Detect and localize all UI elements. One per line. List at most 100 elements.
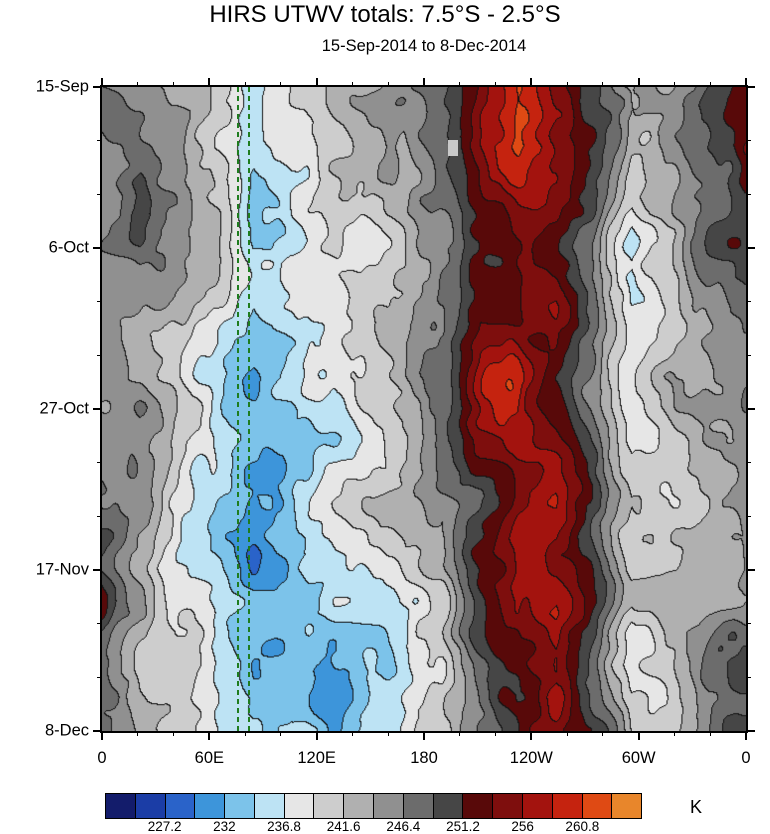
colorbar-swatch <box>314 794 345 818</box>
colorbar-swatch <box>135 794 166 818</box>
y-axis-tick <box>97 140 102 142</box>
x-axis-tick <box>315 731 318 740</box>
colorbar-swatch <box>463 794 494 818</box>
chart-subtitle: 15-Sep-2014 to 8-Dec-2014 <box>321 37 527 55</box>
x-tick-label: 60E <box>194 749 225 767</box>
y-axis-tick <box>93 730 102 732</box>
x-axis-tick <box>602 731 604 736</box>
colorbar-swatch <box>374 794 404 818</box>
x-axis-tick <box>173 731 175 736</box>
colorbar-swatch <box>195 794 226 818</box>
x-axis-tick <box>101 78 103 87</box>
x-axis-tick <box>459 82 461 87</box>
x-axis-tick <box>495 731 497 736</box>
colorbar-tick-label: 241.6 <box>326 819 361 834</box>
heatmap-field-canvas <box>102 87 746 731</box>
x-axis-tick <box>351 82 353 87</box>
colorbar-swatch <box>433 794 464 818</box>
x-axis-tick <box>351 731 353 736</box>
x-axis-tick <box>137 731 139 736</box>
x-tick-label: 60W <box>621 749 656 767</box>
colorbar-tick-label: 260.8 <box>565 819 600 834</box>
colorbar-swatch <box>225 794 255 818</box>
y-axis-tick <box>93 569 102 571</box>
colorbar <box>105 793 642 819</box>
x-axis-tick <box>137 82 139 87</box>
y-axis-tick <box>746 569 755 571</box>
colorbar-labels: 227.2 232 236.8 241.6 246.4 251.2 256 260.8 <box>105 819 642 834</box>
y-axis-tick <box>97 623 102 625</box>
colorbar-tick-label: 251.2 <box>446 819 480 834</box>
colorbar-swatch <box>582 794 613 818</box>
y-axis-tick <box>93 86 102 88</box>
y-axis-tick <box>746 354 751 356</box>
colorbar-tick-label: 236.8 <box>267 819 301 834</box>
reference-line <box>247 87 250 731</box>
x-axis-tick <box>244 731 246 736</box>
x-axis-tick <box>423 78 425 87</box>
x-tick-label: 180 <box>410 749 438 767</box>
y-axis-tick <box>97 462 102 464</box>
y-axis-tick <box>746 247 755 249</box>
y-axis-tick <box>93 408 102 410</box>
chart-title: HIRS UTWV totals: 7.5°S - 2.5°S <box>209 1 561 28</box>
y-tick-label: 27-Oct <box>39 399 89 418</box>
y-axis-tick <box>746 301 751 303</box>
x-axis-tick <box>423 731 425 740</box>
y-tick-label: 15-Sep <box>35 77 89 96</box>
y-axis-tick <box>746 462 751 464</box>
x-axis-tick <box>244 82 246 87</box>
colorbar-swatch <box>612 794 642 818</box>
plot-frame: 0 60E 120E 180 120W 60W 0 15-Sep 6-Oct 27-Oct 17-N… <box>36 78 755 767</box>
x-axis-tick <box>495 82 497 87</box>
y-axis-tick <box>97 301 102 303</box>
x-axis-tick <box>566 731 568 736</box>
y-axis-tick <box>746 193 751 195</box>
x-axis-tick <box>673 731 675 736</box>
x-tick-label: 120E <box>297 749 336 767</box>
reference-line <box>236 87 239 731</box>
x-axis-tick <box>709 731 711 736</box>
x-axis-tick <box>280 82 282 87</box>
x-tick-label: 0 <box>741 749 751 767</box>
x-axis-tick <box>745 78 747 87</box>
y-tick-label: 6-Oct <box>48 238 89 257</box>
x-tick-label: 120W <box>509 749 553 767</box>
x-axis-tick <box>208 78 211 87</box>
x-axis-tick <box>637 731 640 740</box>
x-axis-tick <box>709 82 711 87</box>
y-axis-tick <box>97 193 102 195</box>
colorbar-tick-label: 256 <box>511 819 534 834</box>
y-axis-tick <box>97 354 102 356</box>
x-axis-tick <box>745 731 747 740</box>
x-axis-tick <box>566 82 568 87</box>
colorbar-swatch <box>165 794 196 818</box>
x-axis-tick <box>387 731 389 736</box>
x-axis-tick <box>101 731 103 740</box>
colorbar-unit-label: K <box>690 797 703 817</box>
colorbar-swatch <box>403 794 434 818</box>
y-axis-tick <box>93 247 102 249</box>
colorbar-swatch <box>106 794 136 818</box>
y-axis-tick <box>97 515 102 517</box>
x-axis-tick <box>602 82 604 87</box>
y-axis-tick <box>97 676 102 678</box>
colorbar-swatch <box>344 794 375 818</box>
x-axis-tick <box>173 82 175 87</box>
y-axis-tick <box>746 408 755 410</box>
y-axis-tick <box>746 140 751 142</box>
colorbar-swatch <box>552 794 583 818</box>
y-axis-tick <box>746 730 755 732</box>
colorbar-tick-label: 227.2 <box>147 819 182 834</box>
x-axis-tick <box>315 78 318 87</box>
colorbar-swatch <box>522 794 553 818</box>
x-axis-tick <box>387 82 389 87</box>
y-axis-tick <box>746 676 751 678</box>
x-axis-tick <box>637 78 640 87</box>
colorbar-tick-label: 232 <box>213 819 236 834</box>
x-axis-tick <box>280 731 282 736</box>
y-axis-tick <box>746 623 751 625</box>
x-axis-tick <box>208 731 211 740</box>
x-axis-tick <box>673 82 675 87</box>
